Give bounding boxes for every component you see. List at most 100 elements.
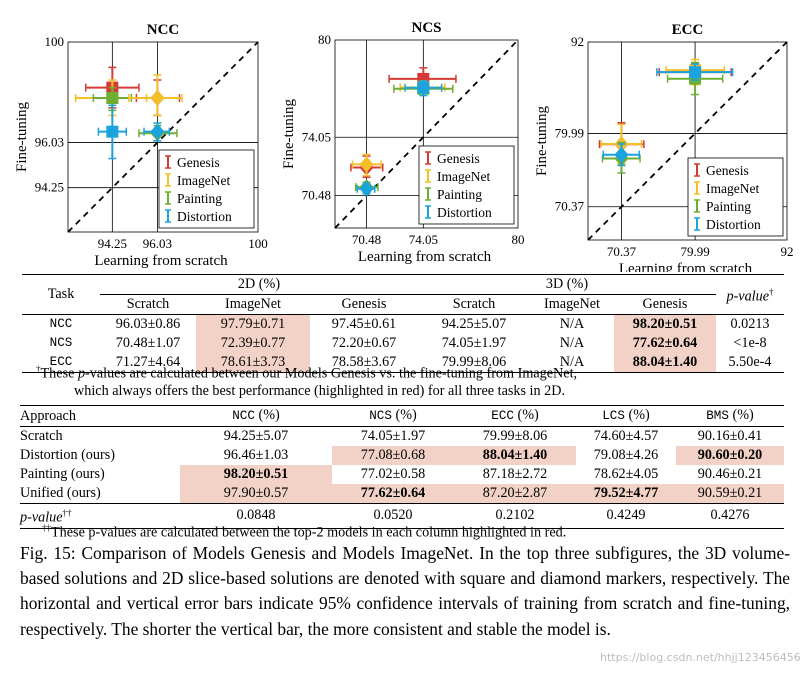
table-approach-comparison: Approach NCC (%) NCS (%) ECC (%) LCS (%)… xyxy=(20,405,784,529)
sub-header: ImageNet xyxy=(225,296,281,312)
square-marker xyxy=(417,81,430,94)
legend-label: Distortion xyxy=(706,217,761,232)
table-cell: 74.05±1.97 xyxy=(441,335,507,351)
y-tick-label: 96.03 xyxy=(35,135,64,150)
table-cell: 98.20±0.51 xyxy=(180,465,332,484)
table-cell: 79.08±4.26 xyxy=(593,447,659,463)
sub-header: Genesis xyxy=(642,296,688,312)
x-tick-label: 79.99 xyxy=(680,244,709,259)
x-tick-label: 80 xyxy=(512,232,525,247)
table1-footnote: †These p-values are calculated between o… xyxy=(36,364,578,399)
pvalue-cell: 0.0213 xyxy=(730,316,770,332)
table-cell: 78.61±3.73 xyxy=(196,353,310,373)
sub-header: Genesis xyxy=(341,296,387,312)
square-marker xyxy=(689,66,702,79)
table-cell: 72.20±0.67 xyxy=(331,335,397,351)
data-point xyxy=(351,153,382,177)
task-name: NCC xyxy=(49,317,73,331)
table-cell: 88.04±1.40 xyxy=(454,446,576,465)
table-cell: 96.46±1.03 xyxy=(223,447,289,463)
pvalue-header: p-value† xyxy=(726,286,774,305)
legend-label: ImageNet xyxy=(177,173,230,188)
chart-title: NCS xyxy=(411,20,441,36)
legend-label: Painting xyxy=(706,199,751,214)
table-cell: N/A xyxy=(559,335,585,351)
pvalue-cell: 5.50e-4 xyxy=(728,354,772,370)
approach-header: Approach xyxy=(20,407,76,424)
legend-label: ImageNet xyxy=(437,169,490,184)
table-cell: 77.62±0.64 xyxy=(332,484,454,504)
pvalue-cell: 0.4249 xyxy=(606,507,646,524)
legend-box xyxy=(687,157,784,237)
x-axis-label: Learning from scratch xyxy=(94,253,228,269)
y-tick-label: 94.25 xyxy=(35,180,64,195)
y-tick-label: 74.05 xyxy=(302,129,331,144)
pvalue-cell: <1e-8 xyxy=(733,335,767,351)
diagonal-line xyxy=(587,41,788,241)
y-axis-label: Fine-tuning xyxy=(534,106,550,176)
data-point xyxy=(128,74,183,117)
col-header-ncc: NCC (%) xyxy=(232,407,280,423)
table-cell: 71.27±4.64 xyxy=(115,354,181,370)
approach-name: Scratch xyxy=(20,428,63,444)
table-cell: 74.60±4.57 xyxy=(593,428,659,444)
sub-header: ImageNet xyxy=(544,296,600,312)
table-cell: 94.25±5.07 xyxy=(223,428,289,444)
legend-label: ImageNet xyxy=(706,181,759,196)
y-axis-label: Fine-tuning xyxy=(281,99,297,169)
y-tick-label: 79.99 xyxy=(555,125,584,140)
table-cell: 79.99±8.06 xyxy=(441,354,507,370)
task-header: Task xyxy=(47,286,75,302)
diamond-marker xyxy=(359,156,374,173)
table-cell: 78.58±3.67 xyxy=(331,354,397,370)
approach-name: Unified (ours) xyxy=(20,485,101,501)
data-point xyxy=(656,63,734,81)
legend-label: Genesis xyxy=(706,163,749,178)
table-cell: 77.02±0.58 xyxy=(360,466,426,482)
legend-label: Distortion xyxy=(437,205,492,220)
square-marker xyxy=(106,91,119,104)
legend-label: Genesis xyxy=(177,155,220,170)
chart-title: ECC xyxy=(672,22,704,38)
table-cell: 97.79±0.71 xyxy=(196,314,310,334)
task-name: ECC xyxy=(49,355,73,369)
y-tick-label: 70.37 xyxy=(555,199,585,214)
table-cell: 90.16±0.41 xyxy=(697,428,763,444)
data-point xyxy=(356,180,376,197)
y-axis-label: Fine-tuning xyxy=(14,102,30,172)
table-cell: 79.99±8.06 xyxy=(482,428,548,444)
x-tick-label: 92 xyxy=(781,244,794,259)
x-axis-label: Learning from scratch xyxy=(358,249,492,265)
col-header-ncs: NCS (%) xyxy=(369,407,417,423)
x-tick-label: 70.37 xyxy=(607,244,637,259)
comparison-charts: 94.25 96.03 100 94.25 96.03 100 NCC Learning fr… xyxy=(14,20,794,272)
y-tick-label: 70.48 xyxy=(302,188,331,203)
sub-header: Scratch xyxy=(452,296,496,312)
table-cell: N/A xyxy=(559,354,585,370)
diamond-marker xyxy=(150,89,165,106)
y-tick-label: 92 xyxy=(571,34,584,49)
table-cell: 97.45±0.61 xyxy=(331,316,397,332)
square-marker xyxy=(106,125,119,138)
table-cell: 88.04±1.40 xyxy=(614,353,716,373)
table-cell: 90.46±0.21 xyxy=(697,466,763,482)
data-point xyxy=(143,122,171,142)
plot-frame xyxy=(334,39,519,229)
table-cell: 90.59±0.21 xyxy=(676,484,784,504)
table-cell: 94.25±5.07 xyxy=(441,316,507,332)
legend-box xyxy=(158,149,255,229)
table-cell: N/A xyxy=(559,316,585,332)
pvalue-cell: 0.2102 xyxy=(495,507,535,524)
plot-frame xyxy=(587,41,788,241)
x-tick-label: 70.48 xyxy=(352,232,381,247)
table-cell: 79.52±4.77 xyxy=(576,484,676,504)
x-tick-label: 100 xyxy=(248,236,268,251)
x-tick-label: 96.03 xyxy=(143,236,172,251)
2d-header: 2D (%) xyxy=(100,274,418,295)
table-cell: 87.18±2.72 xyxy=(482,466,548,482)
table-cell: 78.62±4.05 xyxy=(593,466,659,482)
approach-name: Distortion (ours) xyxy=(20,447,115,463)
table-cell: 72.39±0.77 xyxy=(196,334,310,353)
diamond-marker xyxy=(150,123,165,140)
table-cell: 77.08±0.68 xyxy=(332,446,454,465)
